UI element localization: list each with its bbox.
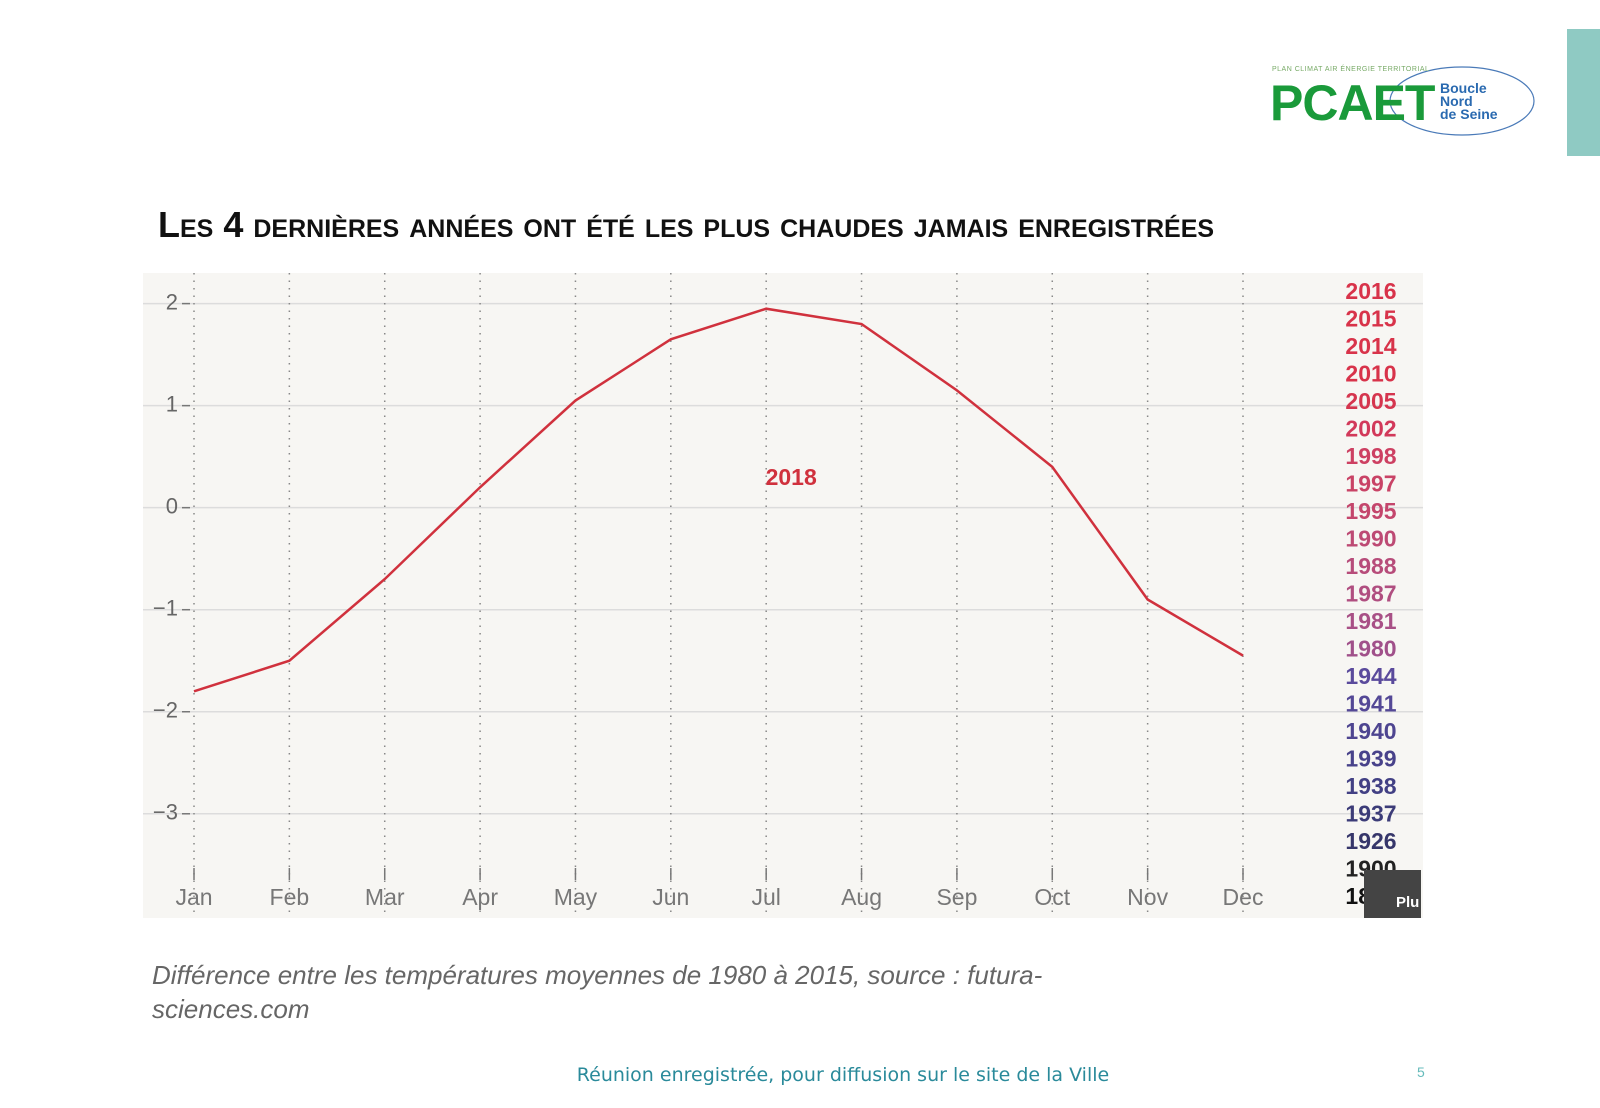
legend-label: 1937 xyxy=(1345,801,1396,827)
x-tick-label: Nov xyxy=(1127,884,1168,910)
logo-subtitle: de Seine xyxy=(1440,106,1498,122)
x-tick-label: Aug xyxy=(841,884,882,910)
legend-label: 1938 xyxy=(1345,773,1396,799)
y-tick-label: −1 xyxy=(153,596,178,621)
legend-label: 1940 xyxy=(1345,718,1396,744)
logo-subtitle: Boucle xyxy=(1440,80,1487,96)
x-tick-label: Apr xyxy=(462,884,498,910)
accent-bar xyxy=(1567,29,1600,156)
page-number: 5 xyxy=(1417,1064,1425,1080)
x-tick-label: Oct xyxy=(1034,884,1070,910)
legend-label: 1998 xyxy=(1345,443,1396,469)
legend-label: 1980 xyxy=(1345,636,1396,662)
y-tick-label: −2 xyxy=(153,698,178,723)
legend-label: 1990 xyxy=(1345,526,1396,552)
overlay-text: Plu xyxy=(1396,894,1419,911)
footer: Réunion enregistrée, pour diffusion sur … xyxy=(576,1064,1110,1086)
legend-label: 2010 xyxy=(1345,361,1396,387)
x-tick-label: Sep xyxy=(936,884,977,910)
legend-label: 2002 xyxy=(1345,416,1396,442)
x-tick-label: Dec xyxy=(1223,884,1264,910)
legend-label: 2005 xyxy=(1345,388,1396,414)
legend-label: 1995 xyxy=(1345,498,1396,524)
legend-label: 2016 xyxy=(1345,278,1396,304)
line-series xyxy=(193,307,1244,693)
x-tick-label: Mar xyxy=(365,884,405,910)
y-tick-label: 1 xyxy=(166,391,178,416)
slide-title: Les 4 dernières années ont été les plus … xyxy=(158,204,1215,245)
y-tick-label: −3 xyxy=(153,800,178,825)
legend-label: 1997 xyxy=(1345,471,1396,497)
x-tick-label: Jan xyxy=(175,884,212,910)
logo-tagline: PLAN CLIMAT AIR ÉNERGIE TERRITORIAL xyxy=(1272,66,1430,73)
legend-label: 1944 xyxy=(1345,663,1396,689)
logo-title: PCAET xyxy=(1270,75,1435,131)
legend-label: 1939 xyxy=(1345,746,1396,772)
chart-background xyxy=(143,273,1423,918)
series-label: 2018 xyxy=(766,464,817,490)
overlay-badge xyxy=(1364,870,1421,918)
legend-label: 1981 xyxy=(1345,608,1396,634)
y-tick-label: 2 xyxy=(166,289,178,314)
legend-label: 2015 xyxy=(1345,306,1396,332)
x-tick-label: Jun xyxy=(652,884,689,910)
logo-subtitle: Nord xyxy=(1440,93,1473,109)
x-tick-label: May xyxy=(554,884,598,910)
caption: Différence entre les températures moyenn… xyxy=(152,960,1043,1024)
chart: 2 1 0 −1 −2 −3 Jan Feb Mar Apr May Jun Jul Aug Sep Oct N… xyxy=(143,273,1423,918)
x-tick-label: Feb xyxy=(270,884,310,910)
legend-label: 1926 xyxy=(1345,828,1396,854)
logo-swoosh xyxy=(1389,66,1535,136)
legend-label: 1941 xyxy=(1345,691,1396,717)
x-tick-label: Jul xyxy=(751,884,780,910)
legend-label: 2014 xyxy=(1345,333,1396,359)
legend-label: 1987 xyxy=(1345,581,1396,607)
legend-label: 1988 xyxy=(1345,553,1396,579)
y-tick-label: 0 xyxy=(166,493,178,518)
